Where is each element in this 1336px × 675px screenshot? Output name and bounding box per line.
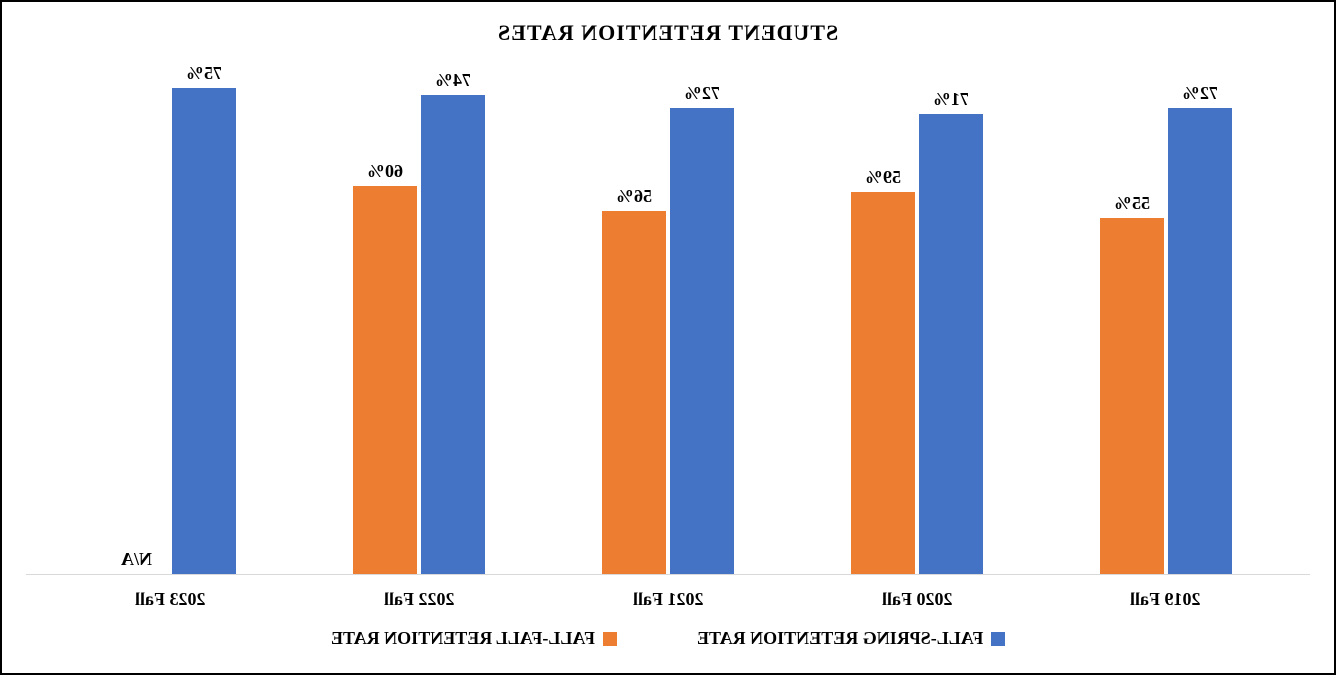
bar-wrap: 59% <box>851 56 915 574</box>
bar-value-label: 75% <box>186 63 222 84</box>
bar-wrap: 72% <box>1168 56 1232 574</box>
bar-value-label: 56% <box>616 186 652 207</box>
plot-area: 55% 72% 59% 71% 56% 72% 60% 74% N/A 75% 2019 Fall… <box>26 56 1310 649</box>
bar-group: 59% 71% <box>792 56 1041 574</box>
bar-group: N/A 75% <box>46 56 295 574</box>
bar-wrap: 55% <box>1100 56 1164 574</box>
bar <box>353 186 417 575</box>
legend: FALL-SPRING RETENTION RATE FALL-FALL RETE… <box>26 620 1310 649</box>
bar-value-label: 72% <box>1182 83 1218 104</box>
bar-wrap: 72% <box>670 56 734 574</box>
bar-value-label: N/A <box>121 549 152 570</box>
bar-wrap: 74% <box>421 56 485 574</box>
bar-value-label: 74% <box>435 70 471 91</box>
legend-swatch <box>991 632 1005 646</box>
bar-value-label: 55% <box>1114 193 1150 214</box>
bar-wrap: 71% <box>919 56 983 574</box>
chart-title: STUDENT RETENTION RATES <box>26 20 1310 46</box>
bar-wrap: N/A <box>104 56 168 574</box>
bar <box>919 114 983 574</box>
bar-wrap: 60% <box>353 56 417 574</box>
x-axis-category: 2019 Fall <box>1041 589 1290 610</box>
bar-value-label: 72% <box>684 83 720 104</box>
bars-area: 55% 72% 59% 71% 56% 72% 60% 74% N/A 75% <box>26 56 1310 575</box>
bar-wrap: 56% <box>602 56 666 574</box>
bar <box>602 211 666 574</box>
bar <box>851 192 915 574</box>
bar <box>1100 218 1164 574</box>
legend-item: FALL-FALL RETENTION RATE <box>331 628 617 649</box>
legend-label: FALL-FALL RETENTION RATE <box>331 628 595 649</box>
bar-wrap: 75% <box>172 56 236 574</box>
bar-value-label: 71% <box>933 89 969 110</box>
title-text: STUDENT RETENTION RATES <box>497 20 838 46</box>
bar <box>172 88 236 574</box>
legend-swatch <box>603 632 617 646</box>
x-axis: 2019 Fall2020 Fall2021 Fall2022 Fall2023… <box>26 575 1310 620</box>
x-axis-category: 2022 Fall <box>295 589 544 610</box>
chart-frame: STUDENT RETENTION RATES 55% 72% 59% 71% 56% 7… <box>0 0 1336 675</box>
bar-value-label: 60% <box>367 161 403 182</box>
bar <box>1168 108 1232 574</box>
bar <box>670 108 734 574</box>
bar-group: 60% 74% <box>295 56 544 574</box>
x-axis-category: 2020 Fall <box>792 589 1041 610</box>
bar-group: 56% 72% <box>544 56 793 574</box>
legend-label: FALL-SPRING RETENTION RATE <box>697 628 983 649</box>
legend-item: FALL-SPRING RETENTION RATE <box>697 628 1005 649</box>
bar <box>421 95 485 574</box>
x-axis-category: 2023 Fall <box>46 589 295 610</box>
bar-value-label: 59% <box>865 167 901 188</box>
bar-group: 55% 72% <box>1041 56 1290 574</box>
x-axis-category: 2021 Fall <box>544 589 793 610</box>
